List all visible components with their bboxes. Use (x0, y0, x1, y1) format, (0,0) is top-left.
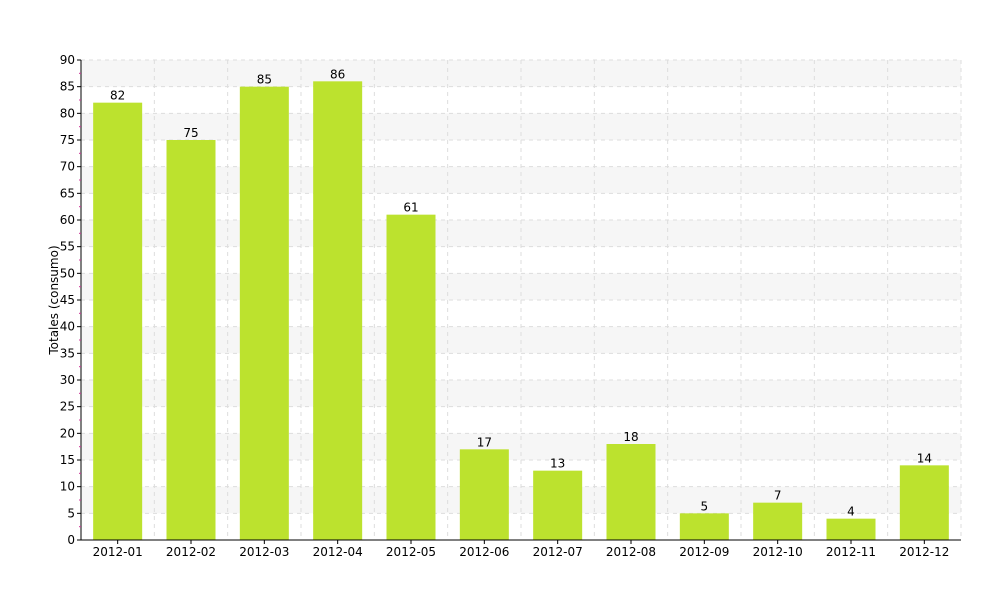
x-axis-ticks: 2012-01 2012-02 2012-03 2012-04 2012-05 2012-… (93, 540, 949, 559)
bar-value-label: 14 (917, 451, 932, 465)
x-tick-label: 2012-05 (386, 545, 436, 559)
x-tick-label: 2012-04 (313, 545, 363, 559)
y-tick-label: 60 (60, 213, 75, 227)
x-tick-label: 2012-10 (753, 545, 803, 559)
x-tick-label: 2012-09 (679, 545, 729, 559)
y-tick-label: 65 (60, 186, 75, 200)
bar-value-label: 61 (403, 201, 418, 215)
bar (753, 502, 803, 540)
y-tick-label: 15 (60, 453, 75, 467)
bar-value-label: 4 (847, 505, 855, 519)
y-tick-label: 40 (60, 320, 75, 334)
bar (386, 214, 436, 540)
bar (459, 449, 509, 540)
x-tick-label: 2012-01 (93, 545, 143, 559)
y-tick-label: 30 (60, 373, 75, 387)
x-tick-label: 2012-12 (899, 545, 949, 559)
bar (313, 81, 363, 540)
y-axis-ticks: 0 5 10 15 20 25 30 35 40 45 50 55 60 65 70 75 80 85 90 (60, 53, 81, 547)
bar-value-label: 5 (701, 499, 709, 513)
background-band (81, 60, 961, 87)
grid-lines (81, 59, 962, 540)
bar-value-label: 17 (477, 435, 492, 449)
bar (93, 102, 143, 541)
y-tick-label: 35 (60, 346, 75, 360)
bar (679, 513, 729, 540)
background-band (81, 220, 961, 247)
y-tick-label: 5 (67, 506, 75, 520)
bar (606, 444, 656, 540)
y-tick-label: 90 (60, 53, 75, 67)
x-tick-label: 2012-03 (239, 545, 289, 559)
bar (533, 470, 583, 540)
x-tick-label: 2012-06 (459, 545, 509, 559)
y-tick-label: 75 (60, 133, 75, 147)
y-tick-label: 25 (60, 400, 75, 414)
y-tick-label: 50 (60, 266, 75, 280)
y-tick-label: 45 (60, 293, 75, 307)
bar-value-label: 82 (110, 89, 125, 103)
bar (239, 86, 289, 541)
bar (166, 140, 216, 540)
x-tick-label: 2012-02 (166, 545, 216, 559)
y-tick-label: 80 (60, 106, 75, 120)
bar-value-label: 86 (330, 67, 345, 81)
value-labels: 82 75 85 86 61 17 13 18 5 7 4 14 (110, 67, 932, 518)
y-tick-label: 55 (60, 240, 75, 254)
y-tick-label: 10 (60, 480, 75, 494)
y-tick-label: 85 (60, 80, 75, 94)
y-tick-label: 0 (67, 533, 75, 547)
y-tick-label: 20 (60, 426, 75, 440)
x-tick-label: 2012-08 (606, 545, 656, 559)
x-tick-label: 2012-11 (826, 545, 876, 559)
bar-value-label: 18 (623, 430, 638, 444)
bar-value-label: 75 (183, 126, 198, 140)
y-axis-title: Totales (consumo) (47, 245, 61, 355)
bar (899, 465, 949, 540)
bars (93, 81, 949, 541)
bar-value-label: 85 (257, 73, 272, 87)
y-tick-label: 70 (60, 160, 75, 174)
bar (826, 518, 876, 540)
bar-value-label: 13 (550, 457, 565, 471)
bar-value-label: 7 (774, 489, 782, 503)
x-tick-label: 2012-07 (533, 545, 583, 559)
background-band (81, 380, 961, 407)
